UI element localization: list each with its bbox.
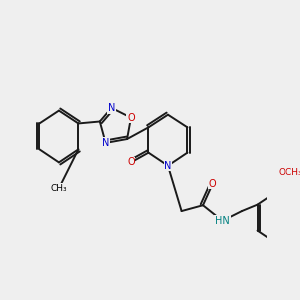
Text: N: N — [164, 161, 172, 171]
Text: O: O — [127, 158, 135, 167]
Text: N: N — [102, 138, 109, 148]
Text: N: N — [108, 103, 115, 113]
Text: HN: HN — [215, 216, 230, 226]
Text: OCH₃: OCH₃ — [279, 168, 300, 177]
Text: CH₃: CH₃ — [51, 184, 67, 193]
Text: O: O — [209, 179, 217, 189]
Text: O: O — [127, 112, 135, 123]
